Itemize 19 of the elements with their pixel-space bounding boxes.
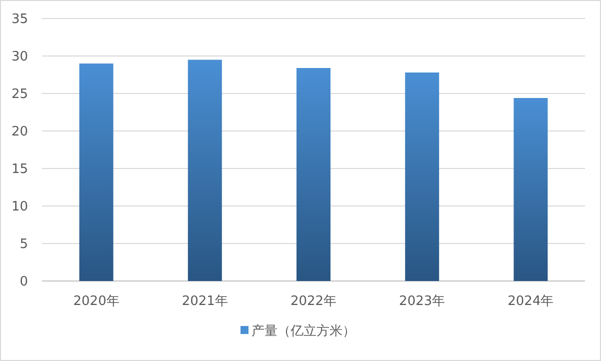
y-tick-label: 10 xyxy=(11,200,28,214)
x-tick-label: 2024年 xyxy=(508,294,554,309)
x-tick-label: 2023年 xyxy=(399,294,446,309)
bar xyxy=(296,68,330,281)
y-tick-label: 5 xyxy=(20,237,28,252)
bar xyxy=(514,98,548,281)
y-tick-label: 30 xyxy=(11,50,28,64)
y-tick-label: 15 xyxy=(11,162,28,177)
y-tick-label: 20 xyxy=(11,124,28,140)
x-tick-label: 2020年 xyxy=(73,294,120,309)
y-tick-label: 35 xyxy=(11,12,28,27)
x-tick-label: 2022年 xyxy=(290,294,337,309)
y-tick-label: 0 xyxy=(20,274,28,290)
bar xyxy=(188,60,222,281)
bar xyxy=(79,64,114,281)
x-tick-label: 2021年 xyxy=(182,294,228,309)
legend-label: 产量（亿立方米） xyxy=(252,323,356,339)
bar xyxy=(405,72,440,281)
y-tick-label: 25 xyxy=(11,87,28,102)
